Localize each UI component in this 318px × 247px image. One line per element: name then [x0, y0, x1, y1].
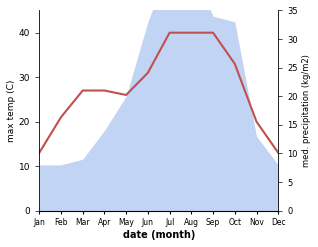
- Y-axis label: med. precipitation (kg/m2): med. precipitation (kg/m2): [302, 54, 311, 167]
- X-axis label: date (month): date (month): [122, 230, 195, 240]
- Y-axis label: max temp (C): max temp (C): [7, 79, 16, 142]
